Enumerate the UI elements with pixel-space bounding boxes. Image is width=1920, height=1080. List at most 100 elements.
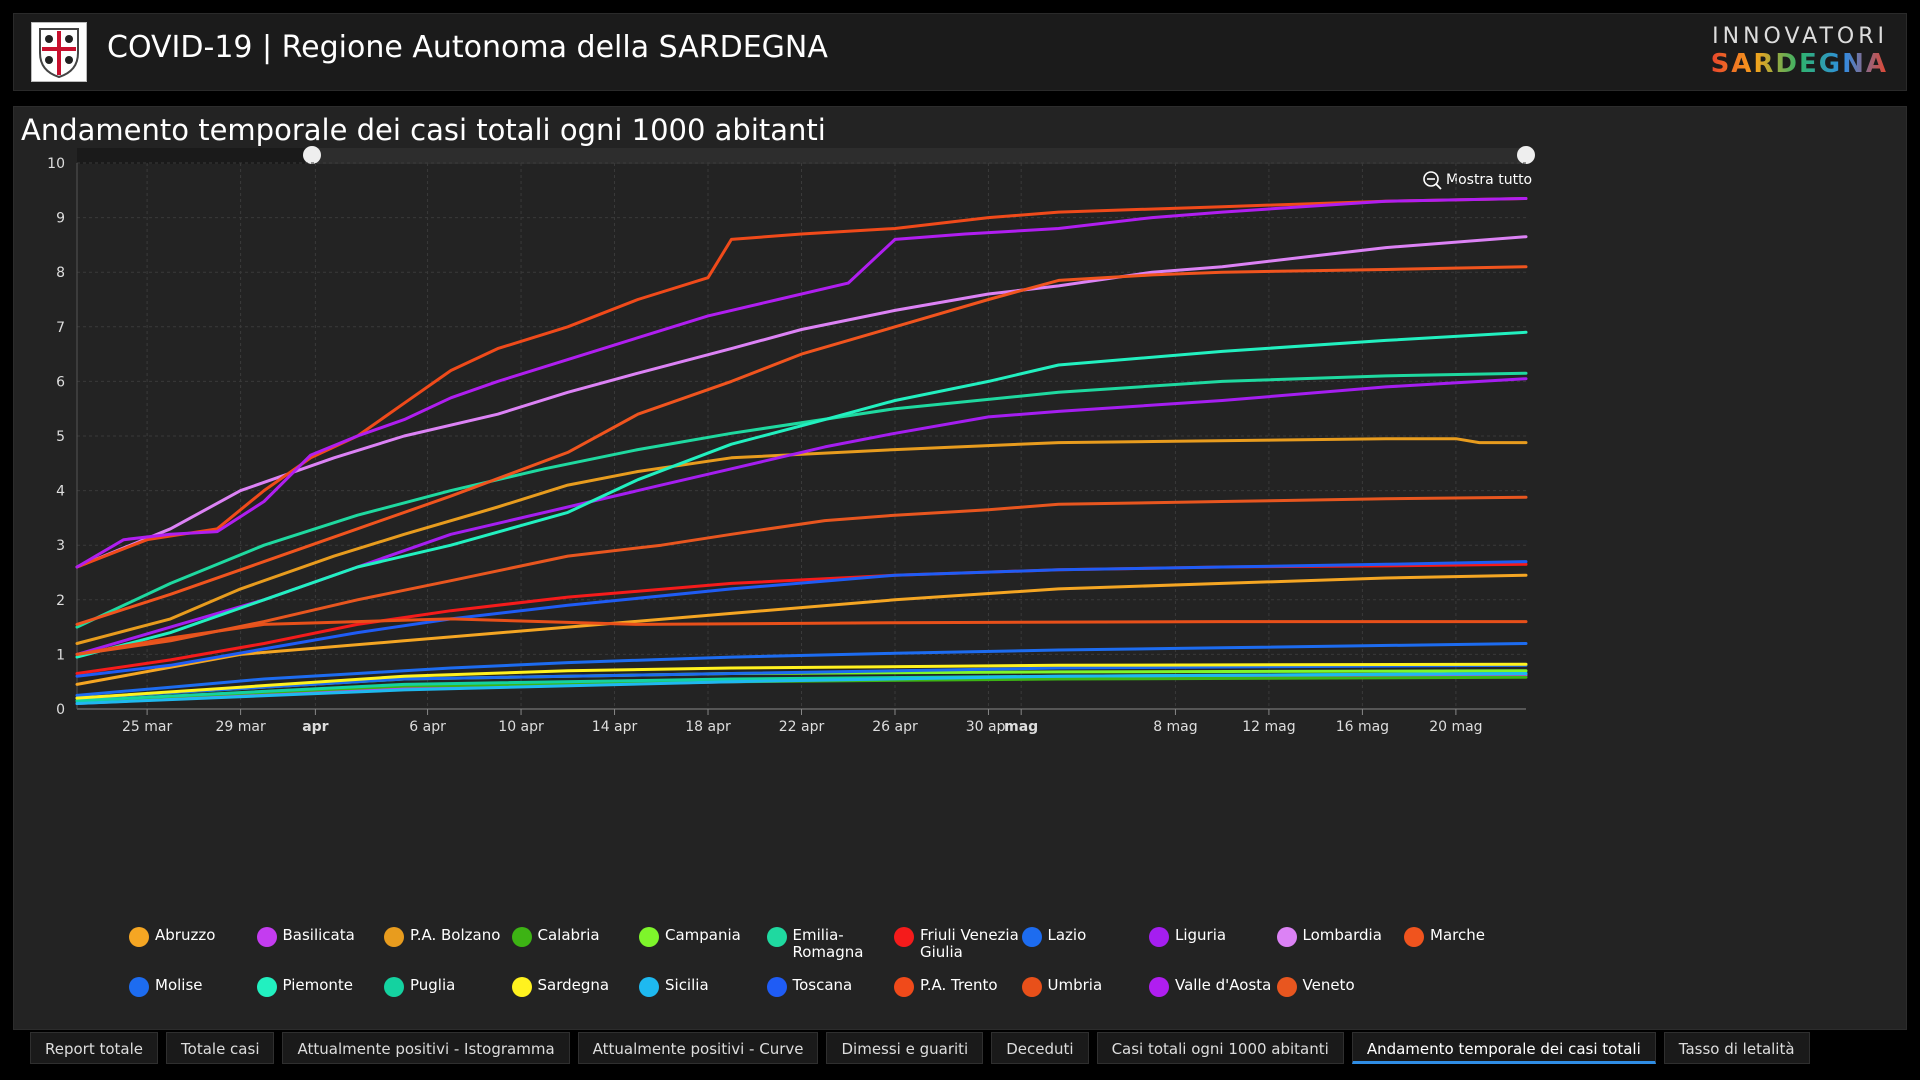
legend-item[interactable]: P.A. Trento: [894, 977, 998, 997]
legend-item[interactable]: Puglia: [384, 977, 455, 997]
legend-item[interactable]: Toscana: [766, 977, 852, 997]
y-tick-label: 7: [56, 320, 65, 336]
y-tick-label: 3: [56, 538, 65, 554]
legend-item[interactable]: Emilia-Romagna: [766, 926, 903, 961]
legend-swatch: [256, 927, 277, 947]
legend-item[interactable]: Veneto: [1276, 976, 1355, 997]
legend-item[interactable]: Marche: [1404, 927, 1485, 947]
legend-item[interactable]: Liguria: [1149, 927, 1226, 947]
y-tick-label: 10: [47, 156, 65, 172]
legend-label: Friuli Venezia Giulia: [920, 926, 1019, 961]
legend-item[interactable]: Molise: [129, 977, 203, 997]
legend-label: Piemonte: [282, 976, 354, 994]
legend-label: Valle d'Aosta: [1175, 976, 1272, 994]
legend-label: P.A. Bolzano: [410, 926, 501, 944]
brand-top-text: INNOVATORI: [1712, 24, 1888, 49]
legend-item[interactable]: Friuli Venezia Giulia: [894, 927, 1030, 961]
tab-dimessi-e-guariti[interactable]: Dimessi e guariti: [826, 1032, 984, 1064]
legend-item[interactable]: P.A. Bolzano: [384, 927, 500, 947]
y-tick-label: 2: [56, 593, 65, 609]
x-tick-label: 14 apr: [592, 719, 638, 735]
legend-item[interactable]: Abruzzo: [129, 927, 215, 947]
chart-title: Andamento temporale dei casi totali ogni…: [21, 113, 826, 147]
zoom-out-icon[interactable]: [1423, 171, 1439, 187]
legend-swatch: [384, 977, 404, 997]
series-line-p-a-trento: [75, 197, 1528, 569]
line-chart: Mostra tutto 0 1 2 3 4 5 6 7 8 9 10 25 mar 29 mar apr 6…: [47, 146, 1535, 735]
x-tick-label: 25 mar: [122, 719, 172, 735]
legend-swatch: [511, 977, 532, 997]
legend-swatch: [639, 977, 659, 997]
legend-label: Liguria: [1175, 926, 1227, 944]
tab-attualmente-positivi-istogramma[interactable]: Attualmente positivi - Istogramma: [282, 1032, 570, 1064]
legend-item[interactable]: Sardegna: [511, 976, 610, 997]
tab-andamento-temporale-dei-casi-totali[interactable]: Andamento temporale dei casi totali: [1351, 1032, 1656, 1064]
legend-item[interactable]: Piemonte: [256, 976, 354, 997]
tab-report-totale[interactable]: Report totale: [30, 1032, 159, 1064]
legend-swatch: [1021, 927, 1042, 947]
legend-item[interactable]: Sicilia: [639, 977, 709, 997]
x-tick-label: mag: [1004, 719, 1038, 735]
legend-label: Umbria: [1047, 976, 1103, 994]
legend-label: Marche: [1430, 926, 1485, 944]
series-line-lombardia: [75, 235, 1528, 569]
show-all-button[interactable]: Mostra tutto: [1446, 172, 1532, 188]
legend-label: Veneto: [1302, 976, 1355, 994]
legend-label: Basilicata: [282, 926, 355, 944]
series-line-sardegna: [75, 662, 1528, 700]
x-tick-label: 30 apr: [966, 719, 1012, 735]
legend-item[interactable]: Umbria: [1021, 976, 1103, 997]
legend-label: P.A. Trento: [920, 976, 998, 994]
y-tick-label: 1: [56, 647, 65, 663]
legend-swatch: [384, 927, 404, 947]
tab-totale-casi[interactable]: Totale casi: [166, 1032, 275, 1064]
legend-item[interactable]: Calabria: [511, 927, 600, 947]
x-tick-label: 26 apr: [872, 719, 918, 735]
brand-bottom-text: SARDEGNA: [1710, 49, 1888, 79]
series-line-p-a-bolzano: [75, 437, 1528, 645]
x-tick-label: 6 apr: [409, 719, 446, 735]
region-logo: [31, 22, 87, 82]
legend-item[interactable]: Lazio: [1021, 927, 1086, 947]
legend-label: Puglia: [410, 976, 456, 994]
legend-swatch: [766, 977, 787, 997]
legend-label: Emilia-Romagna: [792, 926, 864, 961]
series-line-sicilia: [75, 672, 1528, 705]
zoom-slider-range[interactable]: [312, 148, 1526, 164]
tab-deceduti[interactable]: Deceduti: [991, 1032, 1089, 1064]
legend-item[interactable]: Lombardia: [1276, 926, 1382, 947]
legend-label: Sardegna: [537, 976, 610, 994]
legend-item[interactable]: Basilicata: [256, 926, 355, 947]
app-title: COVID-19 | Regione Autonoma della SARDEG…: [107, 30, 828, 65]
x-tick-label: apr: [302, 719, 328, 735]
x-tick-label: 12 mag: [1242, 719, 1295, 735]
zoom-slider-handle-right[interactable]: [1517, 146, 1535, 164]
legend-swatch: [129, 927, 149, 947]
tab-bar: Report totale Totale casi Attualmente posi…: [30, 1032, 1818, 1066]
chart-panel: Andamento temporale dei casi totali ogni…: [13, 106, 1907, 1030]
zoom-out-icon-handle[interactable]: [1435, 183, 1442, 190]
series-line-toscana: [75, 560, 1528, 678]
x-tick-label: 20 mag: [1429, 719, 1482, 735]
y-tick-label: 8: [56, 265, 65, 281]
legend-swatch: [1021, 977, 1042, 997]
zoom-slider-handle-left[interactable]: [303, 146, 321, 164]
x-tick-label: 10 apr: [498, 719, 544, 735]
series-line-valle-d-aosta: [75, 197, 1528, 569]
tab-casi-totali-ogni-1000-abitanti[interactable]: Casi totali ogni 1000 abitanti: [1096, 1032, 1344, 1064]
legend-item[interactable]: Valle d'Aosta: [1149, 977, 1271, 997]
x-tick-label: 16 mag: [1336, 719, 1389, 735]
tab-tasso-di-letalit[interactable]: Tasso di letalità: [1663, 1032, 1810, 1064]
tab-attualmente-positivi-curve[interactable]: Attualmente positivi - Curve: [577, 1032, 819, 1064]
x-tick-label: 22 apr: [779, 719, 825, 735]
legend-swatch: [1149, 977, 1169, 997]
legend-label: Lombardia: [1302, 926, 1382, 944]
legend-swatch: [256, 977, 277, 997]
legend-label: Campania: [665, 926, 741, 944]
legend-swatch: [894, 927, 914, 947]
legend-swatch: [1276, 977, 1297, 997]
series-line-veneto: [75, 495, 1528, 656]
legend-label: Abruzzo: [155, 926, 216, 944]
legend-item[interactable]: Campania: [639, 927, 741, 947]
legend-swatch: [511, 927, 532, 947]
